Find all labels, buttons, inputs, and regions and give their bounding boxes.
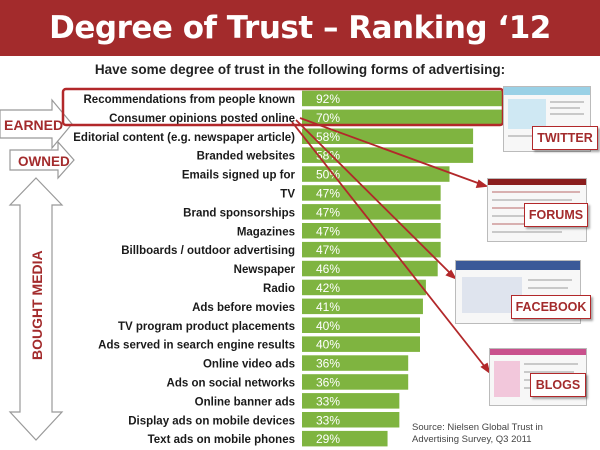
category-label: Ads on social networks — [167, 377, 295, 389]
bar — [302, 430, 388, 447]
bought-media-label: BOUGHT MEDIA — [29, 250, 45, 360]
category-label: Ads served in search engine results — [98, 340, 295, 352]
category-label: TV program product placements — [118, 321, 295, 333]
bar-value-label: 42% — [316, 281, 340, 295]
category-label: Ads before movies — [192, 302, 295, 314]
connector-arrows — [291, 115, 531, 375]
bar-value-label: 92% — [316, 92, 340, 106]
category-label: Branded websites — [197, 151, 295, 163]
bar — [302, 298, 423, 315]
page-title: Degree of Trust – Ranking ‘12 — [49, 10, 551, 46]
twitter-callout: TWITTER — [532, 126, 598, 150]
category-label: Emails signed up for — [182, 170, 296, 182]
bar-value-label: 36% — [316, 375, 340, 389]
bar-value-label: 50% — [316, 168, 340, 182]
owned-arrow: OWNED — [9, 140, 75, 180]
category-label: Magazines — [237, 226, 295, 238]
bar-value-label: 47% — [316, 243, 340, 257]
bar-value-label: 70% — [316, 111, 340, 125]
category-label: Online banner ads — [195, 396, 295, 408]
bar — [302, 412, 400, 428]
category-label: Text ads on mobile phones — [148, 434, 295, 446]
chart-subtitle: Have some degree of trust in the followi… — [94, 62, 506, 77]
source-note: Source: Nielsen Global Trust in Advertis… — [412, 422, 543, 445]
category-label: Display ads on mobile devices — [128, 415, 295, 427]
bar-value-label: 33% — [316, 394, 340, 408]
blogs-callout: BLOGS — [530, 373, 586, 397]
bar-value-label: 40% — [316, 338, 340, 352]
twitter-screenshot-thumbnail — [503, 86, 591, 152]
category-label: Online video ads — [203, 359, 295, 371]
blogs-arrowhead — [480, 362, 491, 375]
category-label: Billboards / outdoor advertising — [121, 245, 295, 257]
bar — [302, 393, 400, 409]
bar-value-label: 47% — [316, 224, 340, 238]
bar — [302, 166, 450, 182]
bar — [302, 279, 426, 296]
earned-label: EARNED — [4, 117, 63, 133]
forums-connector — [299, 117, 487, 187]
bar — [302, 336, 420, 352]
category-label: Recommendations from people known — [84, 94, 296, 106]
facebook-arrowhead — [445, 269, 458, 280]
bar-value-label: 29% — [316, 432, 340, 446]
bar — [302, 204, 441, 220]
title-banner: Degree of Trust – Ranking ‘12 — [0, 0, 600, 56]
bar — [302, 147, 474, 163]
bought-media-arrow: BOUGHT MEDIA — [8, 177, 64, 441]
category-label: Brand sponsorships — [183, 207, 295, 219]
category-label: Editorial content (e.g. newspaper articl… — [73, 132, 295, 144]
bar-value-label: 33% — [316, 413, 340, 427]
bar-value-label: 41% — [316, 300, 340, 314]
forums-arrowhead — [475, 179, 489, 189]
forums-callout: FORUMS — [524, 203, 588, 227]
bar — [302, 241, 441, 258]
bar — [302, 374, 409, 390]
category-label: Radio — [263, 283, 295, 295]
earned-arrow: EARNED — [0, 98, 73, 150]
bar — [302, 185, 441, 201]
category-label: Consumer opinions posted online — [109, 113, 295, 125]
bar-value-label: 40% — [316, 319, 340, 333]
bar-value-label: 46% — [316, 262, 340, 276]
owned-label: OWNED — [18, 154, 70, 169]
facebook-connector — [295, 119, 456, 279]
bar-value-label: 47% — [316, 186, 340, 200]
blogs-connector — [291, 121, 490, 373]
facebook-callout: FACEBOOK — [511, 295, 591, 319]
category-label: Newspaper — [234, 264, 296, 276]
category-label: TV — [280, 188, 295, 200]
bar — [302, 223, 441, 239]
bar — [302, 355, 409, 371]
bar-value-label: 47% — [316, 205, 340, 219]
bar — [302, 317, 420, 333]
bar — [302, 128, 474, 144]
bar — [302, 109, 509, 126]
bar-value-label: 58% — [316, 130, 340, 144]
bar-value-label: 36% — [316, 357, 340, 371]
